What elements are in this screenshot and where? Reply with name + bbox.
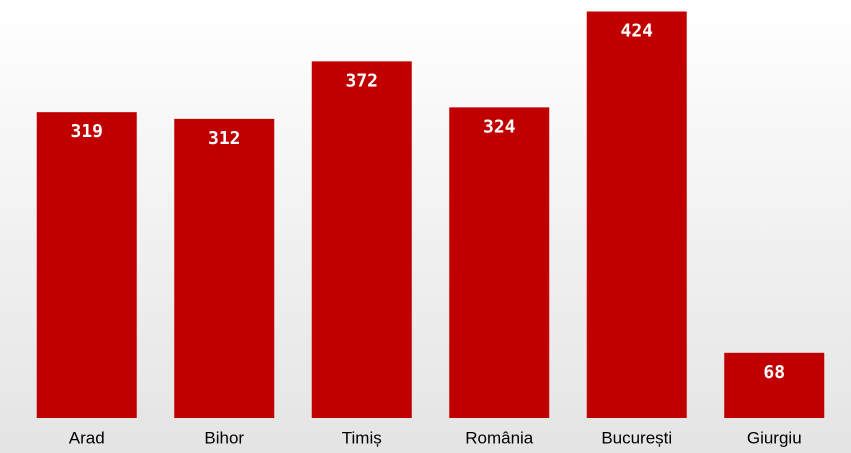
value-label: 68: [763, 362, 785, 383]
bar: [724, 352, 825, 418]
x-tick-label: Timiș: [342, 428, 382, 447]
value-label: 319: [70, 121, 103, 142]
bar: [36, 112, 137, 418]
x-tick-label: București: [601, 428, 672, 447]
value-label: 372: [345, 70, 378, 91]
x-tick-label: Giurgiu: [747, 428, 802, 447]
x-tick-label: Arad: [69, 428, 105, 447]
x-tick-label: Bihor: [204, 428, 244, 447]
bar: [449, 107, 550, 418]
value-label: 312: [208, 128, 241, 149]
value-label: 424: [620, 21, 653, 42]
bar: [174, 118, 275, 418]
x-tick-label: România: [465, 428, 534, 447]
bar: [311, 61, 412, 419]
bar: [586, 11, 687, 419]
value-label: 324: [483, 116, 516, 137]
